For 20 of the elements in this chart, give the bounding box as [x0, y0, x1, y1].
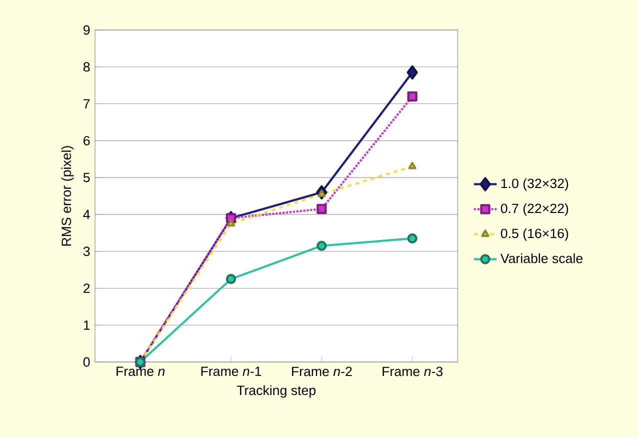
legend-label: 0.5 (16×16) [500, 228, 568, 241]
legend-label: Variable scale [500, 253, 583, 264]
y-tick-label: 6 [84, 136, 90, 146]
x-tick-label: Frame n-3 [382, 366, 443, 376]
y-tick-label: 2 [84, 284, 90, 293]
y-tick-label: 0 [83, 357, 90, 367]
legend-label: 1.0 (32×32) [501, 178, 568, 191]
y-tick-label: 1 [84, 320, 90, 330]
y-tick-label: 8 [83, 62, 90, 72]
y-tick-label: 7 [84, 99, 90, 108]
y-tick-label: 4 [83, 210, 90, 220]
legend-label: 0.7 (22×22) [500, 203, 568, 216]
x-tick-label: Frame n-2 [292, 366, 352, 376]
x-tick-label: Frame n [116, 366, 165, 376]
x-tick-label: Frame n-1 [201, 366, 262, 376]
y-tick-label: 3 [83, 246, 90, 256]
y-tick-label: 5 [83, 172, 90, 182]
y-axis-title: RMS error (pixel) [61, 146, 74, 246]
x-axis-title: Tracking step [236, 385, 316, 398]
y-tick-label: 9 [84, 25, 90, 35]
